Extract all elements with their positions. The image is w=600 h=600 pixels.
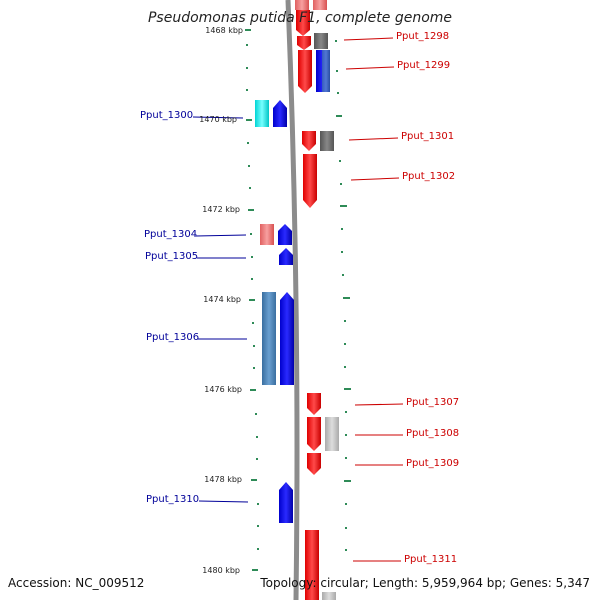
accession-text: Accession: NC_009512	[8, 576, 145, 590]
gene-pput-1304	[260, 224, 274, 245]
inner-ruler	[246, 44, 259, 550]
tick-label: 1468 kbp	[205, 26, 243, 35]
gene-pput-1309	[307, 453, 321, 475]
gene-pput-1297-fragment	[313, 0, 327, 10]
tick-label: 1472 kbp	[202, 205, 240, 214]
tick-label: 1470 kbp	[199, 115, 237, 124]
gene-pput-1297b	[295, 0, 309, 10]
gene-label-pput-1308[interactable]: Pput_1308	[406, 428, 460, 439]
tick-label: 1474 kbp	[203, 295, 241, 304]
gene-pput-1306	[262, 292, 276, 385]
gene-pput-1301	[302, 131, 316, 151]
tick-label: 1476 kbp	[204, 385, 242, 394]
gene-pput-1304-blue	[278, 224, 292, 245]
gene-label-pput-1309[interactable]: Pput_1309	[406, 458, 460, 469]
right-leaders	[343, 37, 404, 562]
gene-pput-1298-arrow	[296, 10, 310, 36]
right-strand-genes	[295, 0, 339, 600]
gene-pput-1306-blue	[280, 292, 294, 385]
gene-pput-1307	[307, 393, 321, 415]
major-ticks	[245, 29, 258, 571]
gene-pput-1300-blue	[273, 100, 287, 127]
gene-label-pput-1298[interactable]: Pput_1298	[396, 31, 450, 42]
gene-label-pput-1305[interactable]: Pput_1305	[145, 251, 199, 262]
tick-label: 1480 kbp	[202, 566, 240, 575]
left-leaders	[192, 116, 249, 503]
gene-pput-1299	[298, 50, 312, 93]
gene-label-pput-1300[interactable]: Pput_1300	[140, 110, 194, 121]
gene-pput-1311-light	[322, 592, 336, 600]
gene-label-pput-1311[interactable]: Pput_1311	[404, 554, 458, 565]
gene-pput-1300	[255, 100, 269, 127]
gene-pput-1308-gray	[325, 417, 339, 451]
outer-ruler	[335, 40, 351, 551]
gene-pput-1298	[297, 36, 311, 50]
gene-pput-1298-gray	[314, 33, 328, 49]
gene-label-pput-1307[interactable]: Pput_1307	[406, 397, 460, 408]
gene-pput-1302	[303, 154, 317, 208]
backbone-arc	[285, 0, 300, 600]
genome-summary-text: Topology: circular; Length: 5,959,964 bp…	[260, 576, 590, 590]
tick-label: 1478 kbp	[204, 475, 242, 484]
gene-pput-1308	[307, 417, 321, 451]
gene-label-pput-1302[interactable]: Pput_1302	[402, 171, 456, 182]
gene-pput-1305	[279, 248, 293, 265]
left-strand-genes	[255, 100, 294, 523]
map-title: Pseudomonas putida F1, complete genome	[147, 10, 453, 26]
gene-label-pput-1304[interactable]: Pput_1304	[144, 229, 198, 240]
gene-label-pput-1310[interactable]: Pput_1310	[146, 494, 200, 505]
gene-label-pput-1301[interactable]: Pput_1301	[401, 131, 455, 142]
gene-pput-1301-gray	[320, 131, 334, 151]
gene-pput-1311	[305, 530, 319, 600]
gene-label-pput-1299[interactable]: Pput_1299	[397, 60, 451, 71]
gene-pput-1310	[279, 482, 293, 523]
gene-label-pput-1306[interactable]: Pput_1306	[146, 332, 200, 343]
